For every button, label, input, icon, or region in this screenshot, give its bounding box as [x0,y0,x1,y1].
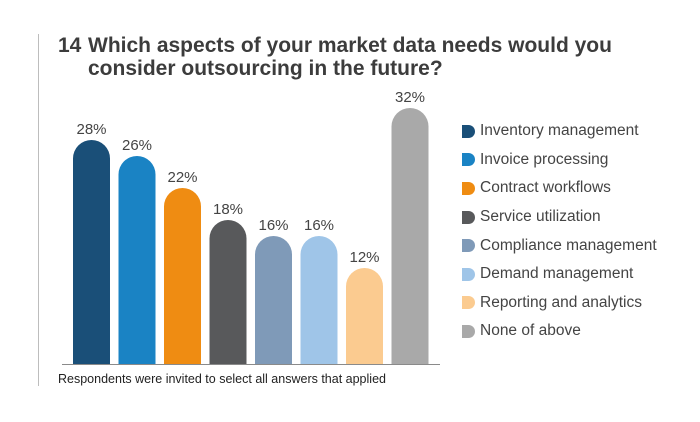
legend-label: Compliance management [480,236,657,254]
bar-5 [300,236,338,364]
legend-item: Service utilization [462,203,657,232]
legend-swatch [462,239,475,253]
legend-label: None of above [480,322,581,340]
bar-7 [391,108,429,365]
legend-item: Compliance management [462,231,657,260]
bar-value-label-1: 26% [122,137,152,154]
bar-6 [346,268,383,364]
bar-0 [73,140,110,364]
legend-swatch [462,324,475,338]
legend-label: Reporting and analytics [480,293,642,311]
bar-value-label-5: 16% [304,217,334,234]
legend-swatch [462,153,475,167]
legend-item: Demand management [462,260,657,289]
bar-value-label-2: 22% [167,169,197,186]
legend-item: Contract workflows [462,174,657,203]
bar-1 [118,156,156,364]
legend-label: Demand management [480,265,634,283]
legend-swatch [462,210,475,224]
bar-value-label-6: 12% [349,249,379,266]
bar-value-label-3: 18% [213,201,243,218]
legend-label: Invoice processing [480,150,609,168]
legend-item: Inventory management [462,117,657,146]
bar-2 [164,188,201,364]
legend: Inventory management Invoice processing Co… [462,117,657,346]
legend-label: Inventory management [480,122,639,140]
legend-swatch [462,296,475,310]
legend-label: Service utilization [480,208,601,226]
legend-label: Contract workflows [480,179,611,197]
footnote: Respondents were invited to select all a… [58,372,386,386]
question-number: 14 [58,34,82,57]
bar-value-label-0: 28% [76,121,106,138]
legend-item: Reporting and analytics [462,289,657,318]
bar-4 [255,236,292,364]
bar-3 [209,220,247,364]
question-text: Which aspects of your market data needs … [88,34,612,80]
legend-item: Invoice processing [462,146,657,175]
legend-swatch [462,267,475,281]
legend-swatch [462,124,475,138]
legend-item: None of above [462,317,657,346]
legend-swatch [462,181,475,195]
bar-value-label-7: 32% [395,89,425,106]
left-rule [38,34,39,386]
bar-value-label-4: 16% [258,217,288,234]
